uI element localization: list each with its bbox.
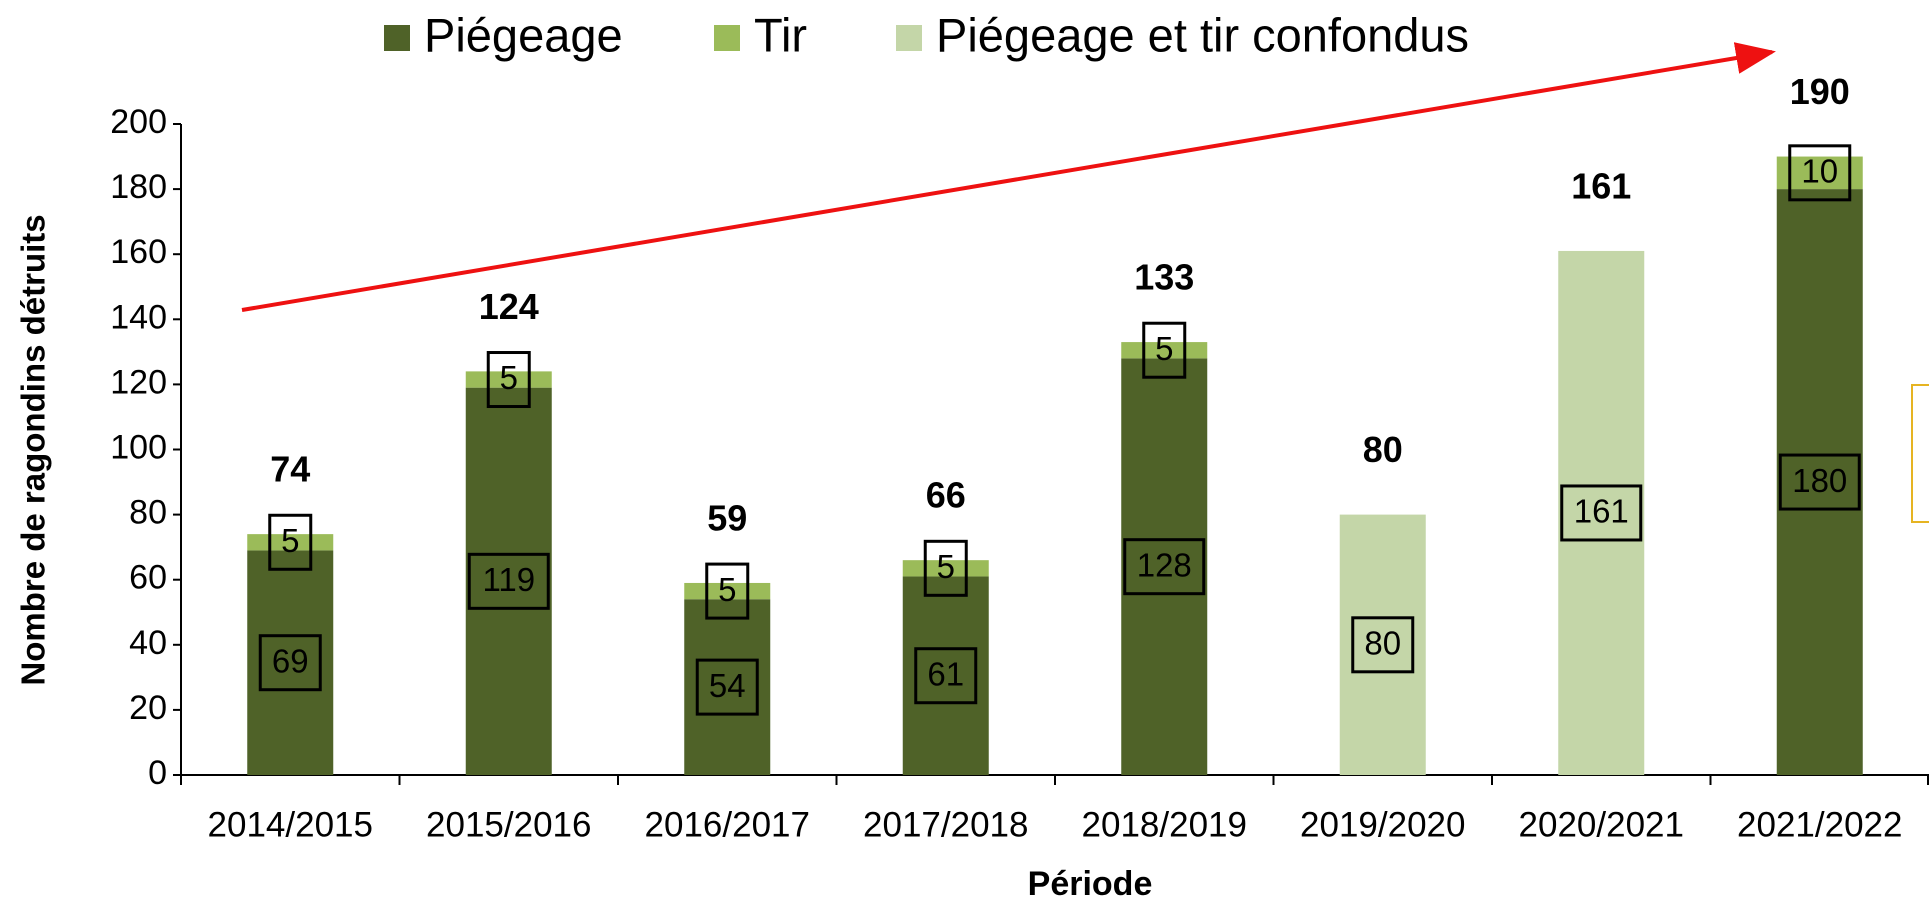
legend-label: Piégeage xyxy=(424,8,623,61)
segment-label: 5 xyxy=(937,548,955,585)
total-label: 74 xyxy=(270,449,310,490)
total-label: 66 xyxy=(926,475,966,516)
x-tick-label: 2014/2015 xyxy=(208,805,373,844)
y-tick-label: 40 xyxy=(129,624,167,662)
y-tick-label: 180 xyxy=(110,168,167,206)
segment-label-box xyxy=(258,634,322,692)
segment-label: 119 xyxy=(482,561,535,598)
total-label: 133 xyxy=(1134,257,1194,298)
legend-label: Tir xyxy=(754,8,807,61)
x-axis-title: Période xyxy=(1028,865,1153,903)
legend-label: Piégeage et tir confondus xyxy=(936,8,1469,61)
legend-swatch xyxy=(896,25,922,51)
x-tick-label: 2016/2017 xyxy=(645,805,810,844)
x-tick-label: 2018/2019 xyxy=(1082,805,1247,844)
segment-label: 69 xyxy=(272,642,309,679)
y-tick-label: 100 xyxy=(110,428,167,466)
side-box xyxy=(1911,384,1929,523)
y-tick-label: 120 xyxy=(110,363,167,401)
segment-label: 54 xyxy=(709,667,746,704)
segment-label-box xyxy=(705,562,750,620)
segment-label: 161 xyxy=(1574,493,1629,530)
segment-label-box xyxy=(467,552,550,610)
segment-label: 5 xyxy=(500,359,518,396)
segment-label: 128 xyxy=(1137,546,1192,583)
trend-arrow xyxy=(241,42,1776,312)
y-tick-label: 160 xyxy=(110,233,167,271)
segment-label: 10 xyxy=(1801,153,1838,190)
x-tick-label: 2015/2016 xyxy=(426,805,591,844)
segment-label: 5 xyxy=(718,571,736,608)
segment-label: 5 xyxy=(1155,330,1173,367)
legend-swatch xyxy=(714,25,740,51)
bar-segment xyxy=(1558,250,1645,775)
segment-label-box xyxy=(914,647,978,705)
y-tick-label: 0 xyxy=(148,754,167,792)
total-label: 59 xyxy=(707,497,747,538)
bar-segment xyxy=(465,387,552,775)
y-tick-label: 140 xyxy=(110,298,167,336)
segment-label: 80 xyxy=(1364,625,1401,662)
y-tick-label: 60 xyxy=(129,559,167,597)
segment-label-box xyxy=(923,539,968,597)
total-label: 190 xyxy=(1790,71,1850,112)
x-tick-label: 2021/2022 xyxy=(1737,805,1902,844)
segment-label-box xyxy=(1778,453,1861,511)
y-tick-label: 200 xyxy=(110,103,167,141)
total-label: 161 xyxy=(1571,165,1631,206)
segment-label-box xyxy=(268,513,313,571)
segment-label: 180 xyxy=(1792,462,1847,499)
segment-label: 61 xyxy=(927,655,964,692)
y-tick-label: 20 xyxy=(129,689,167,727)
total-label: 124 xyxy=(479,286,539,327)
legend-swatch xyxy=(384,25,410,51)
y-axis-title: Nombre de ragondins détruits xyxy=(15,214,52,685)
x-tick-label: 2019/2020 xyxy=(1300,805,1465,844)
segment-label-box xyxy=(1351,616,1415,674)
y-tick-label: 80 xyxy=(129,494,167,532)
segment-label-box xyxy=(1788,144,1852,202)
segment-label-box xyxy=(1142,321,1187,379)
x-tick-label: 2017/2018 xyxy=(863,805,1028,844)
segment-label-box xyxy=(1560,484,1643,542)
x-tick-label: 2020/2021 xyxy=(1519,805,1684,844)
bar-segment xyxy=(1776,189,1863,776)
total-label: 80 xyxy=(1363,429,1403,470)
segment-label-box xyxy=(486,351,531,409)
segment-label-box xyxy=(1123,538,1206,596)
segment-label-box xyxy=(695,658,759,716)
bar-segment xyxy=(1121,358,1208,775)
segment-label: 5 xyxy=(281,522,299,559)
